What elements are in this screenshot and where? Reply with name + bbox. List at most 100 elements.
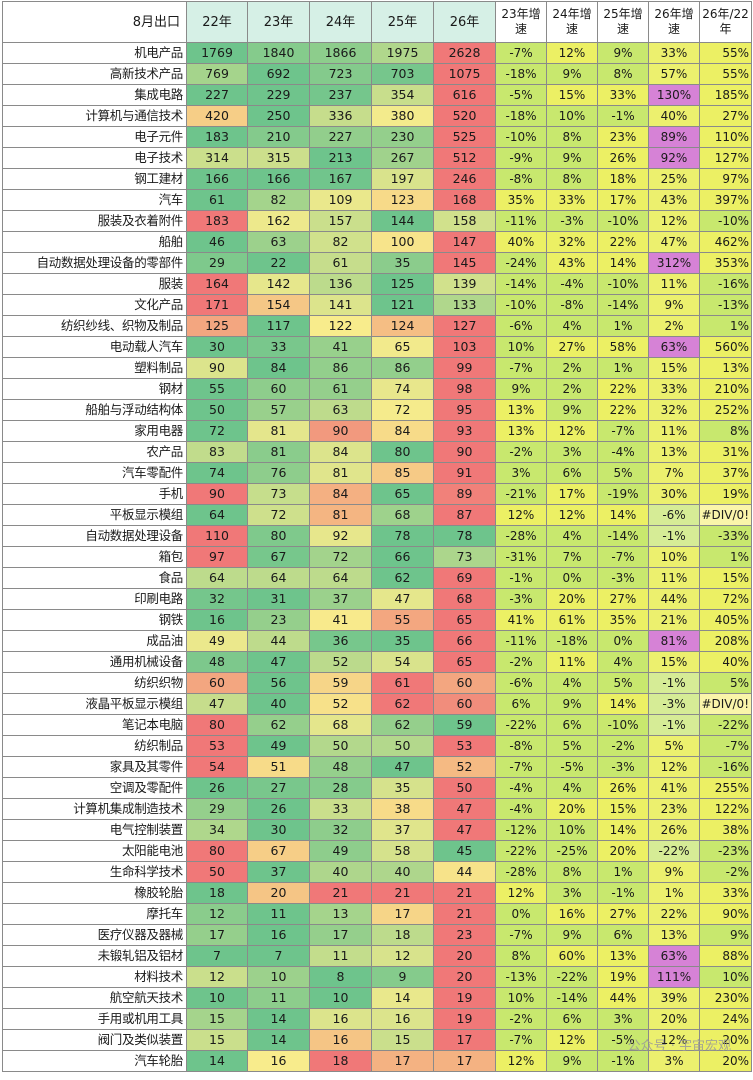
- growth-cell[interactable]: 353%: [699, 252, 752, 274]
- value-cell[interactable]: 61: [186, 189, 248, 211]
- growth-cell[interactable]: 26%: [648, 819, 700, 841]
- growth-cell[interactable]: 2%: [546, 357, 598, 379]
- growth-cell[interactable]: 58%: [597, 336, 649, 358]
- growth-cell[interactable]: -6%: [495, 315, 547, 337]
- header-cell-year[interactable]: 23年: [247, 1, 310, 43]
- growth-cell[interactable]: 7%: [546, 546, 598, 568]
- value-cell[interactable]: 19: [433, 987, 496, 1009]
- value-cell[interactable]: 12: [186, 903, 248, 925]
- value-cell[interactable]: 80: [371, 441, 434, 463]
- value-cell[interactable]: 81: [247, 441, 310, 463]
- growth-cell[interactable]: 462%: [699, 231, 752, 253]
- growth-cell[interactable]: -1%: [648, 525, 700, 547]
- row-name-cell[interactable]: 通用机械设备: [2, 651, 187, 673]
- growth-cell[interactable]: 40%: [699, 651, 752, 673]
- growth-cell[interactable]: 12%: [546, 504, 598, 526]
- value-cell[interactable]: 84: [247, 357, 310, 379]
- row-name-cell[interactable]: 汽车零配件: [2, 462, 187, 484]
- value-cell[interactable]: 336: [309, 105, 372, 127]
- value-cell[interactable]: 171: [186, 294, 248, 316]
- row-name-cell[interactable]: 手机: [2, 483, 187, 505]
- growth-cell[interactable]: 1%: [648, 882, 700, 904]
- value-cell[interactable]: 164: [186, 273, 248, 295]
- row-name-cell[interactable]: 文化产品: [2, 294, 187, 316]
- growth-cell[interactable]: 20%: [699, 1050, 752, 1072]
- growth-cell[interactable]: 9%: [648, 861, 700, 883]
- growth-cell[interactable]: 44%: [597, 987, 649, 1009]
- growth-cell[interactable]: 33%: [699, 882, 752, 904]
- row-name-cell[interactable]: 电动载人汽车: [2, 336, 187, 358]
- value-cell[interactable]: 74: [186, 462, 248, 484]
- value-cell[interactable]: 127: [433, 315, 496, 337]
- value-cell[interactable]: 142: [247, 273, 310, 295]
- row-name-cell[interactable]: 纺织纱线、织物及制品: [2, 315, 187, 337]
- value-cell[interactable]: 121: [371, 294, 434, 316]
- growth-cell[interactable]: 27%: [546, 336, 598, 358]
- growth-cell[interactable]: 210%: [699, 378, 752, 400]
- value-cell[interactable]: 62: [247, 714, 310, 736]
- growth-cell[interactable]: 1%: [597, 315, 649, 337]
- value-cell[interactable]: 40: [371, 861, 434, 883]
- growth-cell[interactable]: 17%: [597, 189, 649, 211]
- value-cell[interactable]: 60: [433, 693, 496, 715]
- growth-cell[interactable]: 13%: [699, 357, 752, 379]
- growth-cell[interactable]: 111%: [648, 966, 700, 988]
- value-cell[interactable]: 10: [309, 987, 372, 1009]
- growth-cell[interactable]: 252%: [699, 399, 752, 421]
- growth-cell[interactable]: 3%: [546, 882, 598, 904]
- value-cell[interactable]: 16: [309, 1029, 372, 1051]
- value-cell[interactable]: 34: [186, 819, 248, 841]
- growth-cell[interactable]: 27%: [699, 105, 752, 127]
- growth-cell[interactable]: 6%: [495, 693, 547, 715]
- growth-cell[interactable]: -16%: [699, 273, 752, 295]
- growth-cell[interactable]: -10%: [597, 714, 649, 736]
- row-name-cell[interactable]: 电气控制装置: [2, 819, 187, 841]
- growth-cell[interactable]: -9%: [495, 147, 547, 169]
- value-cell[interactable]: 692: [247, 63, 310, 85]
- growth-cell[interactable]: 39%: [648, 987, 700, 1009]
- row-name-cell[interactable]: 材料技术: [2, 966, 187, 988]
- growth-cell[interactable]: 13%: [648, 441, 700, 463]
- growth-cell[interactable]: -1%: [648, 672, 700, 694]
- growth-cell[interactable]: 22%: [597, 399, 649, 421]
- growth-cell[interactable]: 22%: [597, 231, 649, 253]
- growth-cell[interactable]: 20%: [597, 840, 649, 862]
- value-cell[interactable]: 10: [186, 987, 248, 1009]
- value-cell[interactable]: 183: [186, 210, 248, 232]
- growth-cell[interactable]: -31%: [495, 546, 547, 568]
- row-name-cell[interactable]: 航空航天技术: [2, 987, 187, 1009]
- value-cell[interactable]: 68: [371, 504, 434, 526]
- value-cell[interactable]: 1975: [371, 42, 434, 64]
- growth-cell[interactable]: -28%: [495, 861, 547, 883]
- value-cell[interactable]: 21: [433, 882, 496, 904]
- row-name-cell[interactable]: 集成电路: [2, 84, 187, 106]
- growth-cell[interactable]: -2%: [597, 735, 649, 757]
- value-cell[interactable]: 54: [371, 651, 434, 673]
- value-cell[interactable]: 82: [309, 231, 372, 253]
- growth-cell[interactable]: 33%: [648, 378, 700, 400]
- value-cell[interactable]: 15: [371, 1029, 434, 1051]
- value-cell[interactable]: 52: [309, 651, 372, 673]
- growth-cell[interactable]: 60%: [546, 945, 598, 967]
- growth-cell[interactable]: -2%: [699, 861, 752, 883]
- value-cell[interactable]: 36: [309, 630, 372, 652]
- value-cell[interactable]: 154: [247, 294, 310, 316]
- growth-cell[interactable]: -24%: [495, 252, 547, 274]
- growth-cell[interactable]: 185%: [699, 84, 752, 106]
- value-cell[interactable]: 81: [247, 420, 310, 442]
- growth-cell[interactable]: 44%: [648, 588, 700, 610]
- value-cell[interactable]: 12: [371, 945, 434, 967]
- value-cell[interactable]: 53: [433, 735, 496, 757]
- growth-cell[interactable]: 6%: [546, 714, 598, 736]
- growth-cell[interactable]: 26%: [597, 147, 649, 169]
- value-cell[interactable]: 17: [186, 924, 248, 946]
- growth-cell[interactable]: 255%: [699, 777, 752, 799]
- value-cell[interactable]: 66: [371, 546, 434, 568]
- value-cell[interactable]: 1866: [309, 42, 372, 64]
- value-cell[interactable]: 60: [186, 672, 248, 694]
- value-cell[interactable]: 47: [433, 798, 496, 820]
- growth-cell[interactable]: 81%: [648, 630, 700, 652]
- growth-cell[interactable]: 92%: [648, 147, 700, 169]
- growth-cell[interactable]: 35%: [495, 189, 547, 211]
- value-cell[interactable]: 50: [186, 861, 248, 883]
